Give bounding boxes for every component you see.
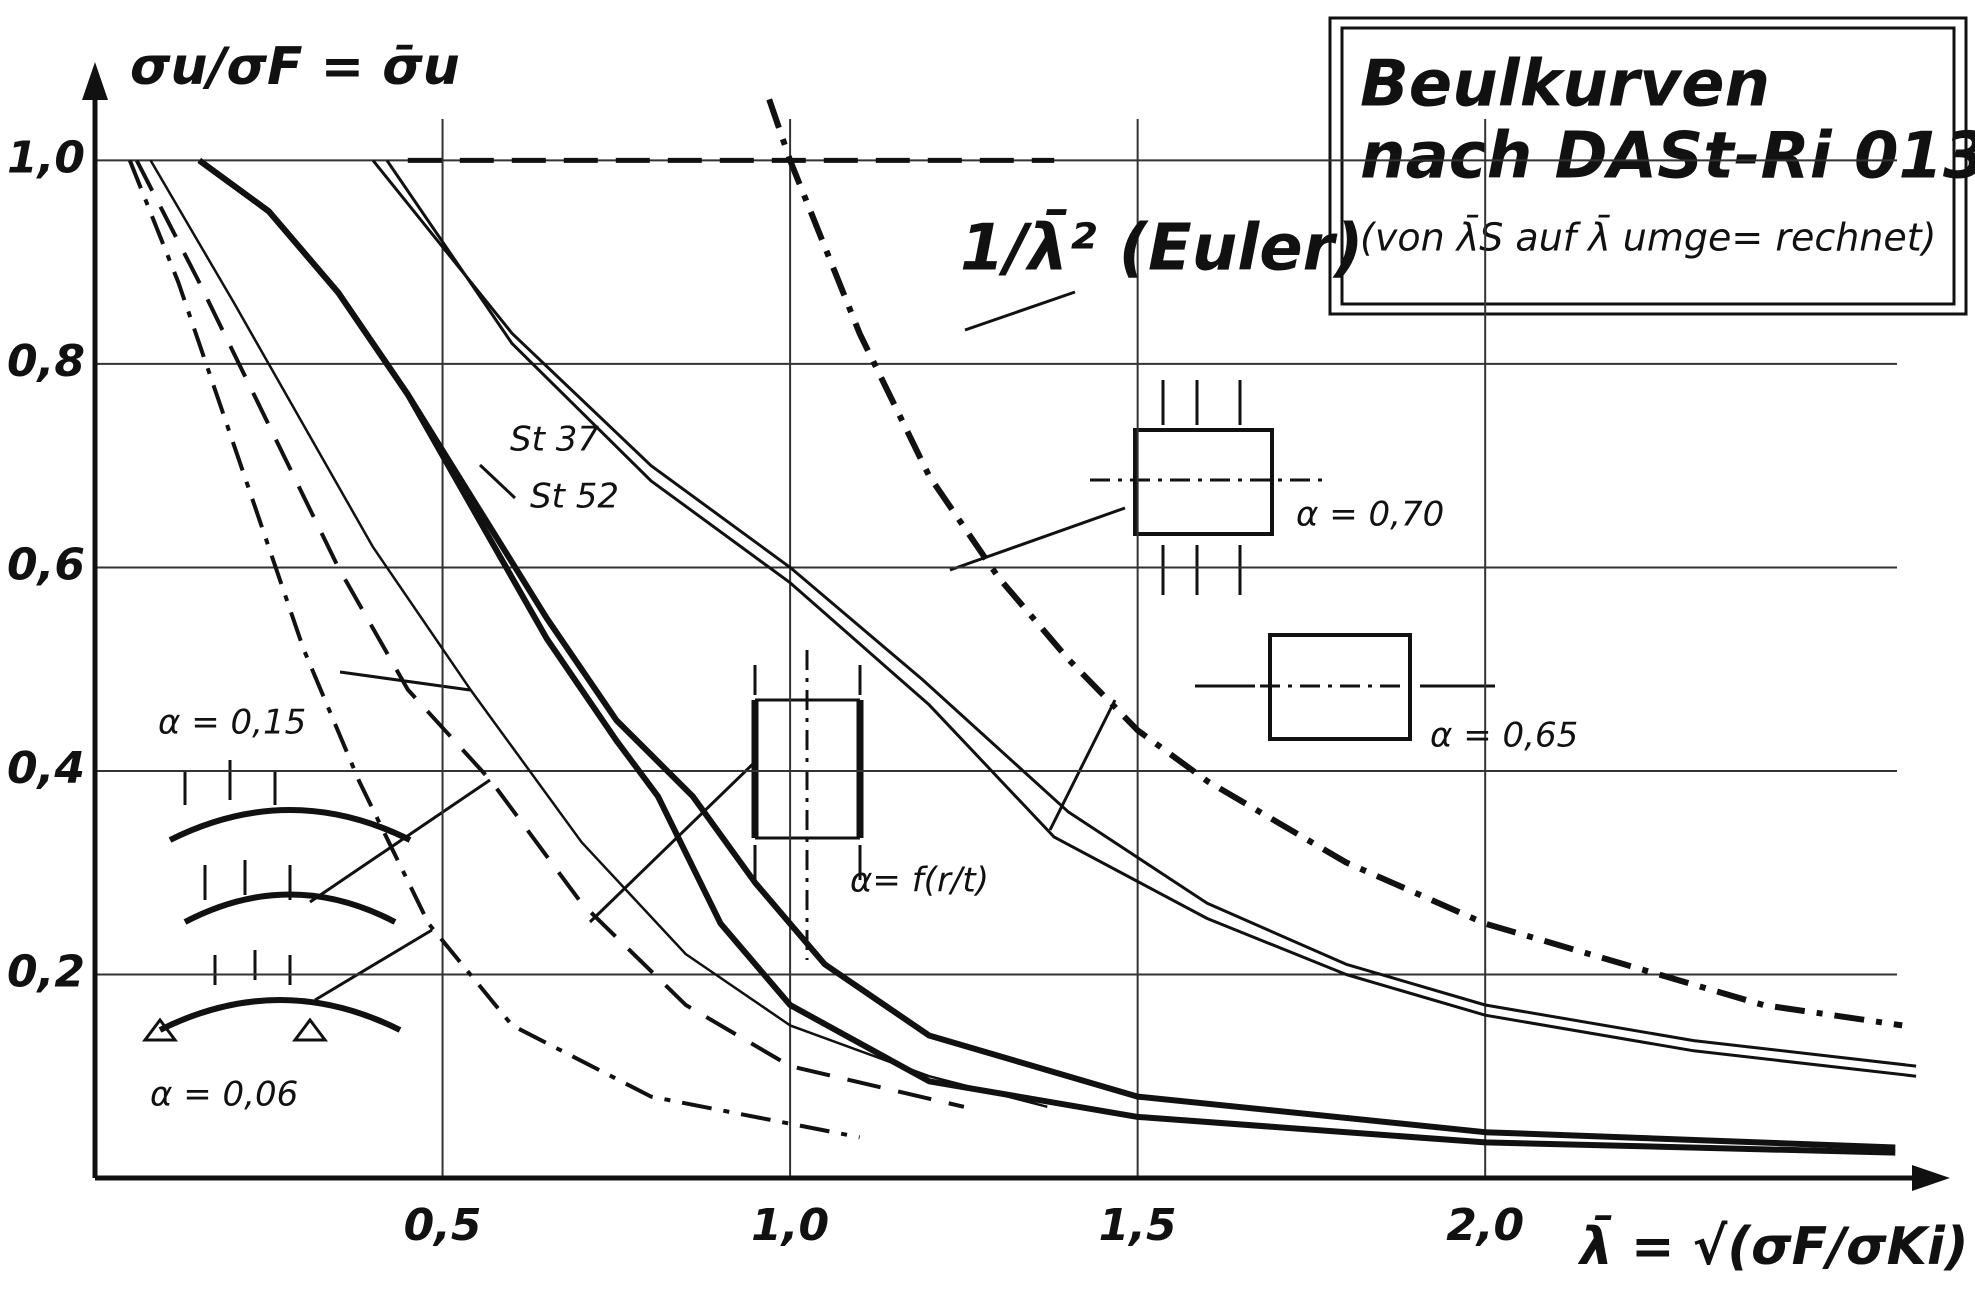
chart-subtitle: nach DASt-Ri 013 bbox=[1360, 120, 1975, 194]
curve-label: α = 0,65 bbox=[1430, 716, 1578, 756]
y-tick-label: 0,8 bbox=[7, 336, 85, 387]
curve bbox=[137, 160, 964, 1106]
x-tick-label: 1,5 bbox=[1099, 1200, 1177, 1251]
chart: Beulkurven nach DASt-Ri 013 (von λ̄S auf… bbox=[0, 0, 1975, 1303]
curve-label: St 37 bbox=[510, 420, 599, 460]
curve-label: α = 0,70 bbox=[1296, 495, 1444, 535]
curve-label: α = 0,06 bbox=[150, 1075, 298, 1115]
x-axis-label: λ̄ = √(σF/σKi) bbox=[1577, 1215, 1969, 1277]
curve-label: 1/λ̄² (Euler) bbox=[960, 209, 1363, 286]
chart-note: (von λ̄S auf λ̄ umge= rechnet) bbox=[1360, 216, 1937, 260]
curve-label: α = 0,15 bbox=[158, 703, 306, 743]
x-tick-label: 0,5 bbox=[404, 1200, 482, 1251]
plate-diagram bbox=[145, 292, 1495, 1040]
y-tick-label: 0,2 bbox=[7, 946, 85, 997]
curve bbox=[373, 160, 1916, 1066]
curve bbox=[387, 160, 1916, 1076]
annotation: α= f(r/t) bbox=[850, 861, 989, 901]
curve bbox=[199, 160, 1895, 1147]
curve bbox=[199, 160, 1895, 1152]
x-tick-label: 2,0 bbox=[1446, 1200, 1524, 1251]
curve-label: St 52 bbox=[530, 477, 619, 517]
y-tick-label: 0,6 bbox=[7, 539, 85, 590]
chart-title: Beulkurven bbox=[1360, 48, 1770, 122]
y-tick-label: 1,0 bbox=[7, 132, 85, 183]
curve bbox=[130, 160, 860, 1137]
curve bbox=[151, 160, 1048, 1106]
y-axis-label: σu/σF = σ̄u bbox=[130, 37, 460, 97]
y-tick-label: 0,4 bbox=[7, 743, 85, 794]
x-tick-label: 1,0 bbox=[751, 1200, 829, 1251]
